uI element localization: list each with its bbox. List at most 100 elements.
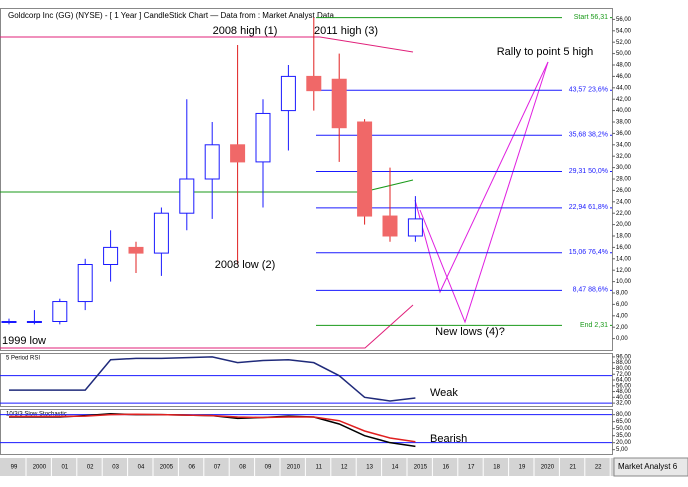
x-tick-label: 06 <box>188 465 195 471</box>
x-tick-label: 22 <box>595 465 602 471</box>
y-tick-label: 10,00 <box>616 279 632 285</box>
y-tick-label: 35,00 <box>616 433 632 439</box>
y-tick-label: 36,00 <box>616 131 632 137</box>
y-tick-label: 28,00 <box>616 177 632 183</box>
level-label: 15,06 76,4% <box>569 249 608 256</box>
y-tick-label: 22,00 <box>616 211 632 217</box>
y-tick-label: 65,00 <box>616 419 632 425</box>
x-tick-label: 07 <box>214 465 221 471</box>
candle-body <box>306 75 322 92</box>
level-label: 8,47 88,6% <box>573 287 608 294</box>
x-tick-label: 16 <box>442 465 449 471</box>
x-tick-label: 13 <box>366 465 373 471</box>
x-tick-label: 11 <box>316 465 323 471</box>
candle-body <box>331 78 347 129</box>
label-bg <box>562 131 610 140</box>
y-tick-label: 56,00 <box>616 383 632 389</box>
x-tick-label: 99 <box>11 465 18 471</box>
indicator-line <box>9 356 416 402</box>
y-tick-label: 5,00 <box>616 447 628 453</box>
y-tick-label: 18,00 <box>616 234 632 240</box>
projection <box>414 61 549 294</box>
candle-body <box>179 178 195 214</box>
candle-body <box>382 215 398 237</box>
label-bg <box>562 167 610 176</box>
x-tick-label: 09 <box>265 465 272 471</box>
candle-body <box>230 144 246 163</box>
candle-body <box>280 75 296 112</box>
x-tick-label: 12 <box>341 465 348 471</box>
y-tick-label: 0,00 <box>616 336 628 342</box>
y-tick-label: 40,00 <box>616 395 632 401</box>
y-tick-label: 38,00 <box>616 120 632 126</box>
y-tick-label: 96,00 <box>616 354 632 360</box>
panel-title: 5 Period RSI <box>6 356 40 362</box>
candle-body <box>52 301 68 322</box>
x-tick-label: 21 <box>569 465 576 471</box>
y-tick-label: 16,00 <box>616 245 632 251</box>
x-tick-label: 2005 <box>160 465 174 471</box>
y-tick-label: 44,00 <box>616 85 632 91</box>
y-tick-label: 50,00 <box>616 51 632 57</box>
annotation: 1999 low <box>2 335 46 347</box>
label-bg <box>562 248 610 257</box>
y-tick-label: 8,00 <box>616 291 628 297</box>
y-tick-label: 40,00 <box>616 108 632 114</box>
candle-body <box>357 121 373 217</box>
level-label: 43,57 23,6% <box>569 87 608 94</box>
footer: Market Analyst 6 <box>618 462 678 471</box>
annotation: New lows (4)? <box>435 326 505 338</box>
candle-body <box>407 218 423 237</box>
level-label: Start 56,31 <box>574 14 608 21</box>
y-tick-label: 2,00 <box>616 325 628 331</box>
annotation: 2008 high (1) <box>213 25 278 37</box>
y-tick-label: 24,00 <box>616 199 632 205</box>
y-tick-label: 20,00 <box>616 222 632 228</box>
y-tick-label: 32,00 <box>616 154 632 160</box>
annotation: Bearish <box>430 433 467 445</box>
label-bg <box>562 86 610 95</box>
candle-body <box>26 321 42 323</box>
candle-body <box>1 321 17 323</box>
annotation: Weak <box>430 387 458 399</box>
x-tick-label: 19 <box>519 465 526 471</box>
y-tick-label: 6,00 <box>616 302 628 308</box>
projection <box>419 61 549 324</box>
y-tick-label: 56,00 <box>616 17 632 23</box>
y-tick-label: 46,00 <box>616 74 632 80</box>
annotation: 2011 high (3) <box>314 25 378 37</box>
candle-body <box>77 264 93 303</box>
y-tick-label: 52,00 <box>616 40 632 46</box>
label-bg <box>562 203 610 212</box>
y-tick-label: 20,00 <box>616 440 632 446</box>
candle-body <box>128 246 144 254</box>
trendline <box>0 304 414 349</box>
x-tick-label: 04 <box>138 465 145 471</box>
level-label: 29,31 50,0% <box>569 168 608 175</box>
y-tick-label: 64,00 <box>616 378 632 384</box>
trendline <box>0 36 414 53</box>
x-tick-label: 2020 <box>541 465 555 471</box>
y-tick-label: 30,00 <box>616 165 632 171</box>
y-tick-label: 50,00 <box>616 426 632 432</box>
x-tick-label: 03 <box>112 465 119 471</box>
level-label: 35,68 38,2% <box>569 132 608 139</box>
x-tick-label: 2010 <box>287 465 301 471</box>
annotation: 2008 low (2) <box>215 259 276 271</box>
y-tick-label: 32,00 <box>616 401 632 407</box>
y-tick-label: 26,00 <box>616 188 632 194</box>
y-tick-label: 42,00 <box>616 97 632 103</box>
stoch-frame <box>0 409 613 455</box>
candle-body <box>255 112 271 163</box>
label-bg <box>562 321 610 330</box>
candle-body <box>204 144 220 180</box>
annotation: Rally to point 5 high <box>497 46 594 58</box>
x-tick-label: 2015 <box>414 465 428 471</box>
x-tick-label: 17 <box>468 465 475 471</box>
x-tick-label: 01 <box>61 465 68 471</box>
label-bg <box>562 286 610 295</box>
label-bg <box>562 13 610 22</box>
y-tick-label: 48,00 <box>616 63 632 69</box>
candle-body <box>153 212 169 254</box>
